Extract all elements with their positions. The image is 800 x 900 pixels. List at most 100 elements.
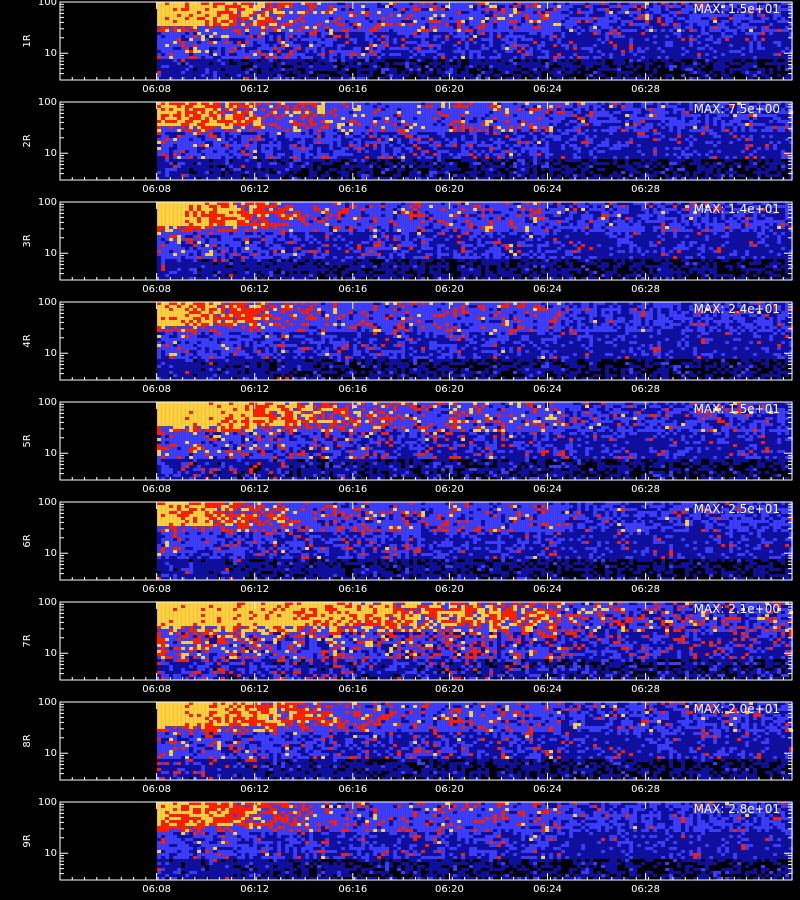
heatmap-cell (273, 23, 278, 26)
heatmap-cell (665, 74, 670, 77)
heatmap-cell (213, 50, 218, 53)
heatmap-cell (625, 5, 630, 8)
heatmap-cell (781, 32, 786, 35)
heatmap-cell (585, 20, 590, 23)
heatmap-cell (165, 14, 170, 17)
heatmap-cell (661, 35, 666, 38)
heatmap-cell (477, 38, 482, 41)
heatmap-cell (405, 50, 410, 53)
heatmap-cell (777, 65, 782, 68)
heatmap-cell (353, 17, 358, 20)
heatmap-cell (681, 11, 686, 14)
heatmap-cell (245, 2, 250, 5)
heatmap-cell (397, 8, 402, 11)
heatmap-cell (653, 44, 658, 47)
heatmap-cell (445, 32, 450, 35)
heatmap-cell (517, 11, 522, 14)
heatmap-cell (501, 59, 506, 62)
heatmap-cell (265, 132, 270, 135)
heatmap-cell (505, 8, 510, 11)
heatmap-cell (269, 108, 274, 111)
heatmap-cell (221, 26, 226, 29)
heatmap-cell (181, 171, 186, 174)
heatmap-cell (177, 147, 182, 150)
heatmap-cell (249, 132, 254, 135)
heatmap-cell (245, 26, 250, 29)
heatmap-cell (601, 50, 606, 53)
heatmap-cell (241, 102, 246, 105)
heatmap-cell (757, 14, 762, 17)
heatmap-cell (309, 26, 314, 29)
heatmap-cell (321, 111, 326, 114)
heatmap-cell (633, 77, 638, 80)
heatmap-cell (361, 44, 366, 47)
heatmap-cell (421, 74, 426, 77)
heatmap-cell (317, 68, 322, 71)
heatmap-cell (313, 17, 318, 20)
heatmap-cell (429, 29, 434, 32)
heatmap-cell (281, 144, 286, 147)
heatmap-cell (209, 17, 214, 20)
heatmap-cell (417, 26, 422, 29)
heatmap-cell (181, 5, 186, 8)
heatmap-cell (169, 59, 174, 62)
heatmap-cell (361, 23, 366, 26)
heatmap-cell (441, 29, 446, 32)
heatmap-cell (269, 35, 274, 38)
heatmap-cell (173, 41, 178, 44)
heatmap-cell (189, 68, 194, 71)
heatmap-cell (421, 17, 426, 20)
heatmap-cell (381, 2, 386, 5)
heatmap-cell (657, 56, 662, 59)
heatmap-cell (349, 53, 354, 56)
heatmap-cell (493, 41, 498, 44)
heatmap-cell (673, 2, 678, 5)
heatmap-cell (221, 177, 226, 180)
heatmap-cell (517, 35, 522, 38)
heatmap-cell (321, 35, 326, 38)
heatmap-cell (309, 168, 314, 171)
heatmap-cell (705, 62, 710, 65)
heatmap-cell (741, 5, 746, 8)
heatmap-cell (597, 56, 602, 59)
heatmap-cell (209, 105, 214, 108)
heatmap-cell (285, 132, 290, 135)
heatmap-cell (333, 8, 338, 11)
heatmap-cell (309, 111, 314, 114)
heatmap-cell (629, 77, 634, 80)
heatmap-cell (249, 126, 254, 129)
heatmap-cell (369, 35, 374, 38)
heatmap-cell (193, 62, 198, 65)
heatmap-cell (773, 5, 778, 8)
heatmap-cell (701, 44, 706, 47)
heatmap-cell (561, 11, 566, 14)
heatmap-cell (209, 2, 214, 5)
heatmap-cell (209, 77, 214, 80)
heatmap-cell (373, 29, 378, 32)
heatmap-cell (185, 32, 190, 35)
heatmap-cell (285, 120, 290, 123)
heatmap-cell (417, 17, 422, 20)
heatmap-cell (197, 117, 202, 120)
heatmap-cell (577, 41, 582, 44)
heatmap-cell (193, 159, 198, 162)
heatmap-cell (189, 102, 194, 105)
heatmap-cell (773, 20, 778, 23)
heatmap-cell (773, 17, 778, 20)
heatmap-cell (565, 41, 570, 44)
heatmap-cell (725, 14, 730, 17)
heatmap-cell (181, 117, 186, 120)
heatmap-cell (481, 14, 486, 17)
heatmap-cell (341, 8, 346, 11)
heatmap-cell (233, 50, 238, 53)
heatmap-cell (233, 5, 238, 8)
heatmap-cell (557, 74, 562, 77)
heatmap-cell (657, 53, 662, 56)
heatmap-cell (657, 44, 662, 47)
heatmap-cell (157, 138, 162, 141)
heatmap-cell (313, 156, 318, 159)
heatmap-cell (293, 59, 298, 62)
heatmap-cell (221, 77, 226, 80)
heatmap-cell (241, 138, 246, 141)
heatmap-cell (501, 38, 506, 41)
